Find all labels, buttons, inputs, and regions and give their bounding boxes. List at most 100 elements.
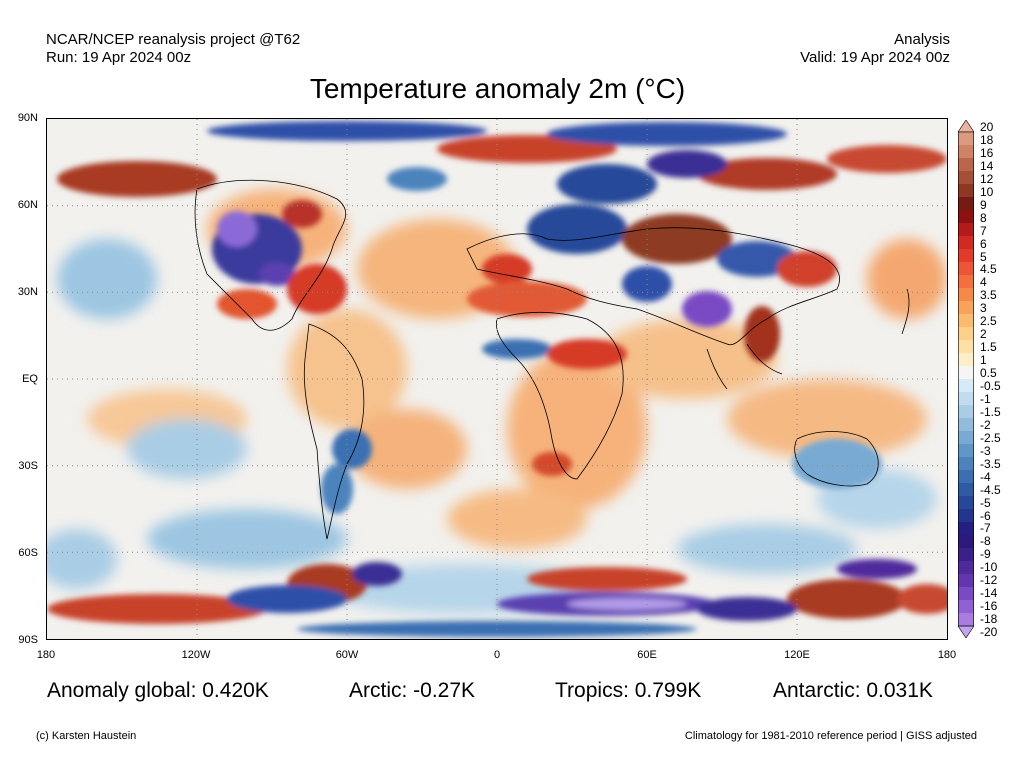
anomaly-antarctic: Antarctic: 0.031K bbox=[773, 679, 933, 702]
colorbar-frame bbox=[958, 131, 974, 627]
colorbar-swatch bbox=[958, 509, 974, 523]
colorbar-label: -1 bbox=[980, 391, 991, 406]
lat-label-60s: 60S bbox=[18, 547, 38, 559]
colorbar-label: -5 bbox=[980, 495, 991, 510]
colorbar-swatch bbox=[958, 418, 974, 432]
colorbar-label: -3.5 bbox=[980, 456, 1001, 471]
colorbar-label: 20 bbox=[980, 120, 994, 134]
colorbar-label: -3 bbox=[980, 443, 991, 458]
colorbar-label: -9 bbox=[980, 547, 991, 562]
colorbar-swatch bbox=[958, 275, 974, 289]
colorbar-swatch bbox=[958, 223, 974, 237]
colorbar-label: -1.5 bbox=[980, 404, 1001, 419]
colorbar-swatch bbox=[958, 613, 974, 627]
valid-label: Valid: 19 Apr 2024 00z bbox=[800, 49, 950, 66]
colorbar-label: 4.5 bbox=[980, 262, 997, 277]
colorbar-swatch bbox=[958, 405, 974, 419]
colorbar-label: 2 bbox=[980, 327, 987, 342]
credit-label: (c) Karsten Haustein bbox=[36, 730, 137, 742]
colorbar-swatch bbox=[958, 262, 974, 276]
colorbar-label: -4.5 bbox=[980, 482, 1001, 497]
lat-label-90n: 90N bbox=[17, 112, 38, 124]
colorbar bbox=[958, 120, 974, 638]
colorbar-swatch bbox=[958, 470, 974, 484]
colorbar-cap-bottom bbox=[958, 625, 974, 638]
grid-lines bbox=[47, 119, 947, 639]
colorbar-label: 8 bbox=[980, 210, 987, 225]
anomaly-map bbox=[46, 118, 948, 640]
colorbar-swatch bbox=[958, 496, 974, 510]
colorbar-swatch bbox=[958, 431, 974, 445]
colorbar-swatch bbox=[958, 457, 974, 471]
lon-label-60e: 60E bbox=[637, 649, 657, 661]
lat-label-90s: 90S bbox=[18, 634, 38, 646]
lon-label-120w: 120W bbox=[181, 649, 211, 661]
colorbar-swatch bbox=[958, 210, 974, 224]
colorbar-label: 1.5 bbox=[980, 340, 997, 355]
colorbar-swatch bbox=[958, 132, 974, 146]
colorbar-label: -7 bbox=[980, 521, 991, 536]
colorbar-swatch bbox=[958, 249, 974, 263]
run-label: Run: 19 Apr 2024 00z bbox=[46, 49, 192, 66]
colorbar-label: 6 bbox=[980, 236, 987, 251]
colorbar-swatch bbox=[958, 288, 974, 302]
colorbar-label: 16 bbox=[980, 145, 994, 160]
colorbar-label: 3.5 bbox=[980, 288, 997, 303]
lat-label-30n: 30N bbox=[17, 286, 38, 298]
colorbar-label: -0.5 bbox=[980, 379, 1001, 393]
colorbar-swatch bbox=[958, 236, 974, 250]
anomaly-arctic: Arctic: -0.27K bbox=[349, 679, 476, 702]
colorbar-swatch bbox=[958, 600, 974, 614]
colorbar-swatch bbox=[958, 522, 974, 536]
colorbar-swatch bbox=[958, 301, 974, 315]
colorbar-cap-top bbox=[958, 120, 974, 133]
strong-anomaly-layer bbox=[47, 121, 947, 637]
lon-label-60w: 60W bbox=[335, 649, 359, 661]
colorbar-swatch bbox=[958, 145, 974, 159]
colorbar-label: 4 bbox=[980, 275, 987, 290]
colorbar-swatch bbox=[958, 444, 974, 458]
colorbar-label: -10 bbox=[980, 560, 998, 575]
colorbar-swatch bbox=[958, 548, 974, 562]
colorbar-swatch bbox=[958, 535, 974, 549]
colorbar-swatch bbox=[958, 366, 974, 380]
lon-label-120e: 120E bbox=[784, 649, 810, 661]
colorbar-label: -8 bbox=[980, 534, 991, 549]
colorbar-swatch bbox=[958, 171, 974, 185]
colorbar-label: -20 bbox=[980, 625, 998, 640]
colorbar-label: 12 bbox=[980, 171, 994, 186]
colorbar-label: -18 bbox=[980, 612, 998, 627]
colorbar-swatch bbox=[958, 379, 974, 393]
colorbar-swatch bbox=[958, 340, 974, 354]
colorbar-swatch bbox=[958, 587, 974, 601]
anomaly-tropics: Tropics: 0.799K bbox=[555, 679, 702, 702]
lat-label-30s: 30S bbox=[18, 460, 38, 472]
colorbar-swatch bbox=[958, 314, 974, 328]
colorbar-label: -2.5 bbox=[980, 430, 1001, 445]
project-label: NCAR/NCEP reanalysis project @T62 bbox=[46, 31, 301, 48]
colorbar-label: -2 bbox=[980, 417, 991, 432]
lat-label-60n: 60N bbox=[17, 199, 38, 211]
colorbar-label: 5 bbox=[980, 249, 987, 264]
anomaly-global: Anomaly global: 0.420K bbox=[47, 679, 269, 702]
climatology-note: Climatology for 1981-2010 reference peri… bbox=[684, 730, 977, 742]
colorbar-swatch bbox=[958, 158, 974, 172]
colorbar-label: 2.5 bbox=[980, 314, 997, 329]
colorbar-swatch bbox=[958, 392, 974, 406]
colorbar-label: 9 bbox=[980, 197, 987, 212]
colorbar-swatch bbox=[958, 574, 974, 588]
colorbar-label: 0.5 bbox=[980, 366, 997, 381]
colorbar-label: -4 bbox=[980, 469, 991, 484]
colorbar-swatch bbox=[958, 197, 974, 211]
map-title: Temperature anomaly 2m (°C) bbox=[309, 73, 686, 104]
colorbar-swatch bbox=[958, 561, 974, 575]
analysis-label: Analysis bbox=[894, 31, 950, 48]
colorbar-label: 7 bbox=[980, 223, 987, 238]
colorbar-label: -14 bbox=[980, 586, 998, 601]
lat-label-eq: EQ bbox=[22, 373, 38, 385]
colorbar-label: 18 bbox=[980, 132, 994, 147]
colorbar-label: 1 bbox=[980, 353, 987, 368]
colorbar-label: -12 bbox=[980, 573, 998, 588]
colorbar-label: 3 bbox=[980, 301, 987, 316]
lon-label-0: 0 bbox=[493, 649, 501, 661]
